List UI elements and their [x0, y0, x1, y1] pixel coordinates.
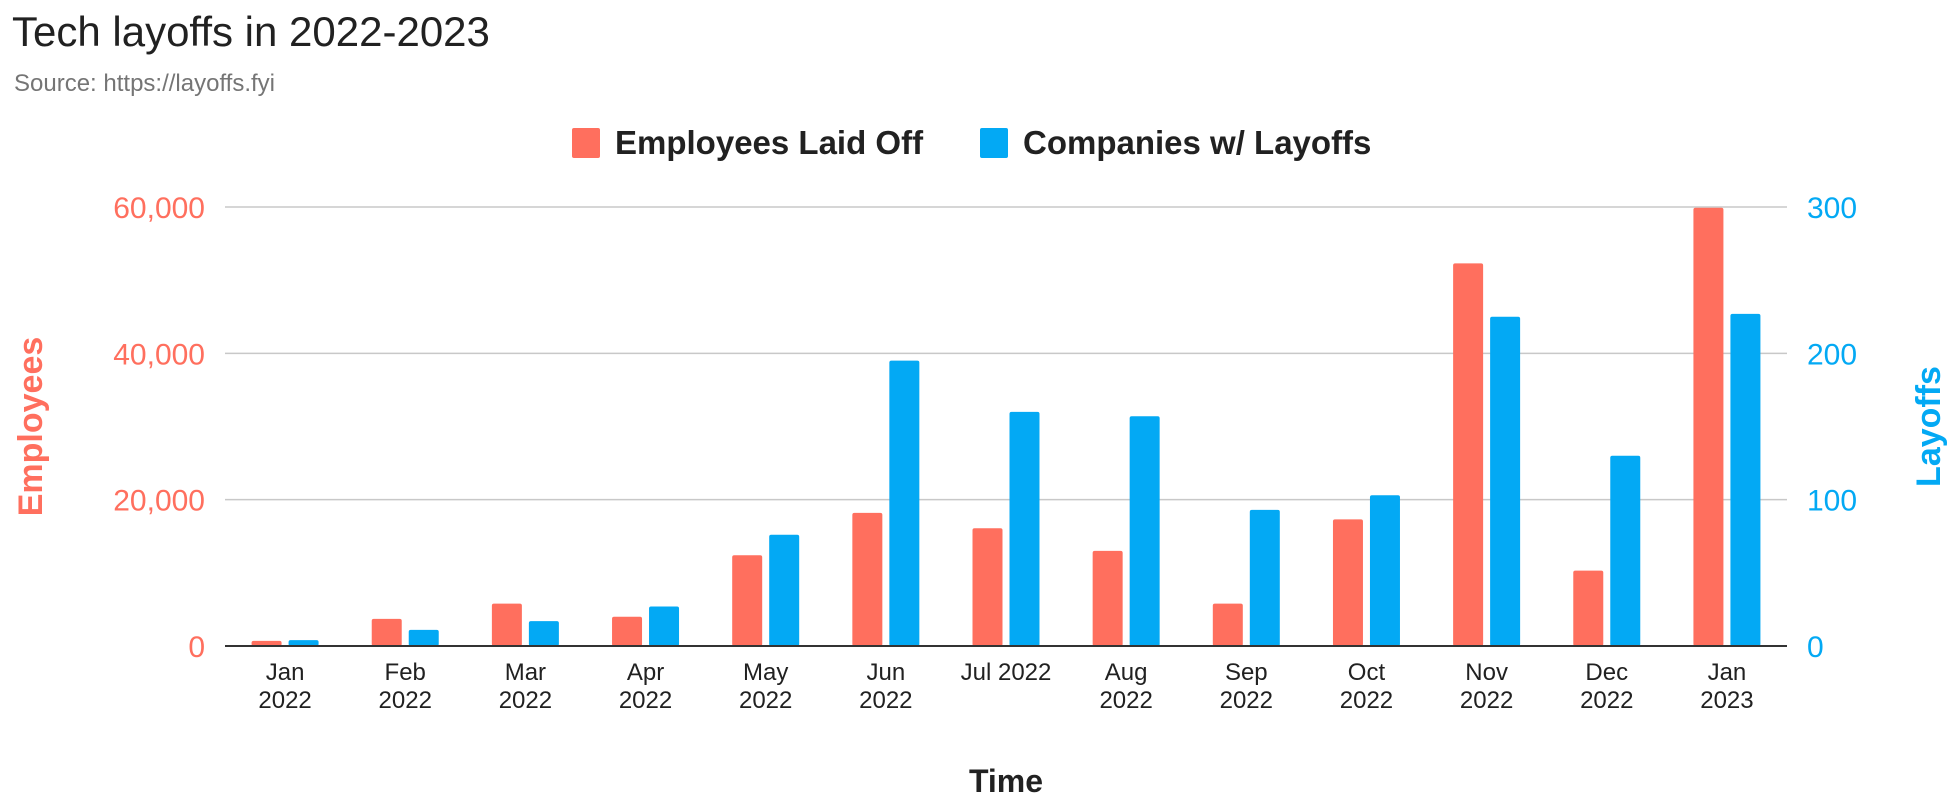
y-right-tick-label: 200 [1807, 338, 1857, 371]
bar-employees-laid-off [852, 512, 883, 646]
x-tick-label: Jun [866, 659, 905, 686]
x-tick-label: 2023 [1700, 687, 1753, 714]
bar-companies-with-layoffs [1369, 495, 1400, 646]
bar-employees-laid-off [732, 555, 763, 646]
x-tick-label: Jul 2022 [961, 659, 1052, 686]
y-left-tick-label: 60,000 [113, 192, 205, 225]
bar-employees-laid-off [972, 528, 1003, 646]
bar-employees-laid-off [371, 618, 402, 646]
x-tick-label: Nov [1465, 659, 1508, 686]
chart-subtitle: Source: https://layoffs.fyi [14, 70, 276, 97]
bar-series [251, 207, 1761, 646]
y-right-tick-label: 0 [1807, 631, 1824, 664]
y-right-tick-label: 100 [1807, 485, 1857, 518]
bar-employees-laid-off [251, 640, 282, 646]
bar-companies-with-layoffs [889, 360, 920, 646]
bar-companies-with-layoffs [1009, 411, 1040, 646]
y-left-tick-label: 0 [188, 631, 205, 664]
bar-employees-laid-off [1573, 570, 1604, 646]
y-left-tick-label: 40,000 [113, 338, 205, 371]
bar-employees-laid-off [491, 603, 522, 646]
x-tick-label: Sep [1225, 659, 1268, 686]
bar-companies-with-layoffs [528, 621, 559, 646]
bar-companies-with-layoffs [1249, 509, 1280, 646]
x-tick-label: Apr [627, 659, 664, 686]
bar-companies-with-layoffs [649, 606, 680, 646]
x-tick-label: 2022 [379, 687, 432, 714]
legend: Employees Laid Off Companies w/ Layoffs [572, 124, 1371, 161]
bar-employees-laid-off [1453, 263, 1484, 646]
y-axis-right-title: Layoffs [1910, 366, 1948, 487]
x-tick-label: 2022 [1580, 687, 1633, 714]
bar-employees-laid-off [1332, 519, 1363, 646]
y-axis-left-title: Employees [12, 337, 50, 517]
x-tick-label: Jan [1708, 659, 1747, 686]
legend-swatch-employees [572, 128, 600, 158]
x-tick-label: Dec [1585, 659, 1628, 686]
bar-employees-laid-off [1693, 207, 1724, 646]
x-tick-label: 2022 [1460, 687, 1513, 714]
chart-title: Tech layoffs in 2022-2023 [12, 8, 490, 55]
y-left-tick-label: 20,000 [113, 485, 205, 518]
bar-companies-with-layoffs [1730, 313, 1761, 646]
legend-swatch-companies [980, 128, 1008, 158]
legend-label-employees: Employees Laid Off [615, 124, 924, 161]
bar-employees-laid-off [1092, 550, 1123, 646]
bar-employees-laid-off [1212, 603, 1243, 646]
x-tick-label: 2022 [1220, 687, 1273, 714]
x-tick-label: Aug [1105, 659, 1148, 686]
legend-label-companies: Companies w/ Layoffs [1023, 124, 1371, 161]
grid-lines [225, 206, 1787, 501]
x-tick-label: 2022 [499, 687, 552, 714]
x-tick-label: 2022 [619, 687, 672, 714]
x-tick-label: 2022 [859, 687, 912, 714]
x-tick-label: Jan [266, 659, 305, 686]
bar-companies-with-layoffs [1490, 316, 1521, 646]
bar-companies-with-layoffs [1129, 416, 1160, 646]
x-tick-label: Oct [1348, 659, 1386, 686]
x-tick-label: 2022 [1099, 687, 1152, 714]
x-tick-label: 2022 [739, 687, 792, 714]
x-tick-label: 2022 [1340, 687, 1393, 714]
x-tick-label: May [743, 659, 788, 686]
x-tick-label: 2022 [258, 687, 311, 714]
x-tick-label: Mar [505, 659, 546, 686]
bar-employees-laid-off [612, 616, 643, 646]
x-tick-label: Feb [385, 659, 426, 686]
bar-companies-with-layoffs [408, 629, 439, 646]
x-axis-title: Time [969, 763, 1043, 799]
bar-companies-with-layoffs [1610, 455, 1641, 646]
bar-companies-with-layoffs [769, 534, 800, 646]
bar-companies-with-layoffs [288, 640, 319, 646]
y-right-tick-label: 300 [1807, 192, 1857, 225]
